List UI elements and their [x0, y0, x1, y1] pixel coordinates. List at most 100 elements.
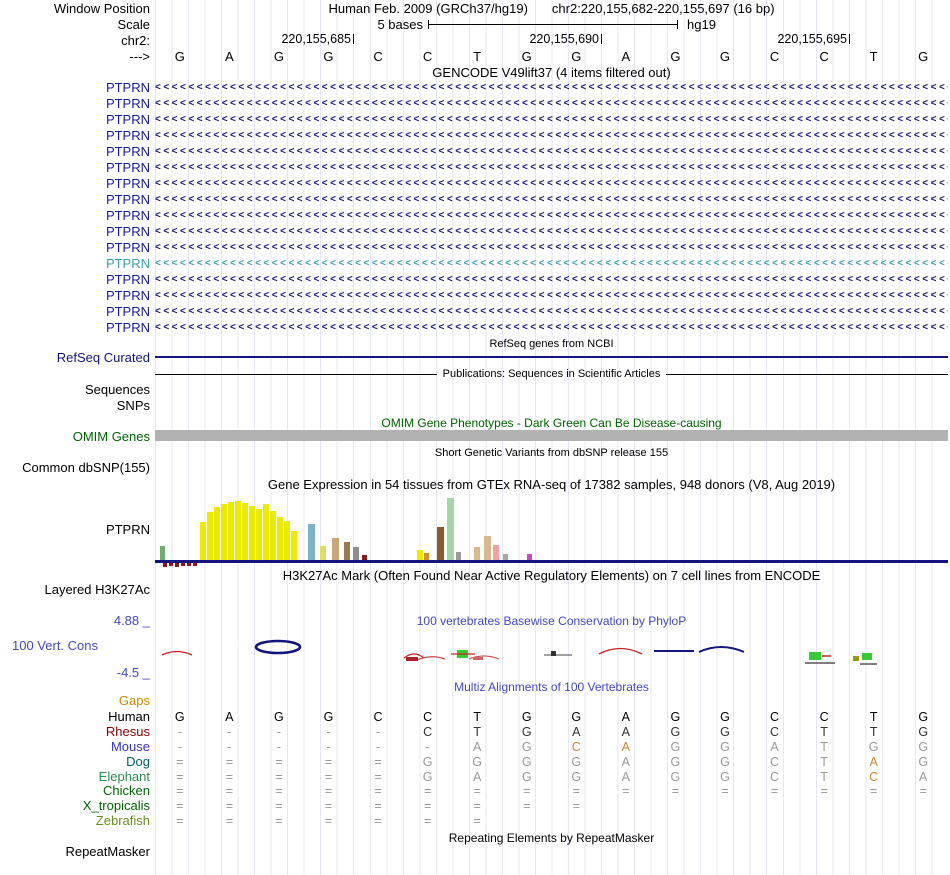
align-cell: = [820, 784, 828, 798]
multiz-row-zebrafish[interactable]: = = = = = = = [155, 814, 948, 829]
align-cell: = [572, 799, 580, 813]
track-label-gtex-gene[interactable]: PTPRN [105, 522, 150, 537]
multiz-species-label[interactable]: Chicken [103, 783, 150, 798]
track-label-gaps[interactable]: Gaps [118, 693, 150, 708]
align-cell: - [177, 740, 182, 754]
phylop-mark [161, 650, 193, 656]
align-cell: = [374, 784, 382, 798]
gencode-gene-row[interactable]: <<<<<<<<<<<<<<<<<<<<<<<<<<<<<<<<<<<<<<<<… [155, 162, 948, 173]
gencode-gene-row[interactable]: <<<<<<<<<<<<<<<<<<<<<<<<<<<<<<<<<<<<<<<<… [155, 146, 948, 157]
align-cell: G [670, 710, 681, 724]
gencode-gene-label[interactable]: PTPRN [105, 224, 150, 239]
align-cell: G [422, 755, 433, 769]
track-label-common-dbsnp[interactable]: Common dbSNP(155) [22, 460, 150, 475]
multiz-row-elephant[interactable]: = = = = = G A G G A G G C T C A [155, 770, 948, 785]
multiz-species-label[interactable]: Human [108, 709, 150, 724]
gencode-gene-row[interactable]: <<<<<<<<<<<<<<<<<<<<<<<<<<<<<<<<<<<<<<<<… [155, 226, 948, 237]
gencode-gene-label[interactable]: PTPRN [105, 176, 150, 191]
align-cell: C [770, 755, 780, 769]
ruler-tick [849, 34, 850, 44]
track-label-snps[interactable]: SNPs [116, 398, 150, 413]
gencode-gene-row[interactable]: <<<<<<<<<<<<<<<<<<<<<<<<<<<<<<<<<<<<<<<<… [155, 210, 948, 221]
align-cell: G [521, 725, 532, 739]
track-label-scale[interactable]: Scale [117, 17, 150, 32]
gencode-gene-row[interactable]: <<<<<<<<<<<<<<<<<<<<<<<<<<<<<<<<<<<<<<<<… [155, 178, 948, 189]
gencode-gene-row[interactable]: <<<<<<<<<<<<<<<<<<<<<<<<<<<<<<<<<<<<<<<<… [155, 306, 948, 317]
track-title-repeatmasker: Repeating Elements by RepeatMasker [448, 831, 655, 845]
gtex-expression-bar [214, 507, 220, 560]
gencode-gene-row[interactable]: <<<<<<<<<<<<<<<<<<<<<<<<<<<<<<<<<<<<<<<<… [155, 82, 948, 93]
gencode-gene-label[interactable]: PTPRN [105, 272, 150, 287]
track-label-window-position[interactable]: Window Position [53, 1, 150, 16]
track-label-strand[interactable]: ---> [129, 49, 150, 64]
gencode-gene-row[interactable]: <<<<<<<<<<<<<<<<<<<<<<<<<<<<<<<<<<<<<<<<… [155, 114, 948, 125]
track-label-repeatmasker[interactable]: RepeatMasker [65, 844, 150, 859]
position-range-label: chr2:220,155,682-220,155,697 (16 bp) [551, 1, 775, 16]
gencode-gene-label[interactable]: PTPRN [105, 128, 150, 143]
multiz-row-dog[interactable]: = = = = = G G G G A G G C T A G [155, 755, 948, 770]
gencode-gene-label[interactable]: PTPRN [105, 240, 150, 255]
track-label-cons-max[interactable]: 4.88 _ [113, 613, 150, 628]
refseq-curated-track[interactable] [155, 356, 948, 358]
multiz-species-label[interactable]: Elephant [98, 769, 150, 784]
gtex-expression-bar [437, 527, 444, 560]
gtex-expression-chart[interactable] [155, 494, 948, 560]
gencode-gene-label[interactable]: PTPRN [105, 192, 150, 207]
gtex-expression-bar [493, 545, 499, 560]
browser-image-area[interactable]: Human Feb. 2009 (GRCh37/hg19) chr2:220,1… [155, 0, 949, 875]
multiz-row-chicken[interactable]: = = = = = = = = = = = = = = = = [155, 784, 948, 799]
track-title-multiz: Multiz Alignments of 100 Vertebrates [454, 680, 649, 694]
align-cell: = [324, 755, 333, 769]
track-label-refseq-curated[interactable]: RefSeq Curated [56, 350, 150, 365]
gencode-gene-row[interactable]: <<<<<<<<<<<<<<<<<<<<<<<<<<<<<<<<<<<<<<<<… [155, 98, 948, 109]
align-cell: G [720, 740, 730, 754]
gencode-gene-row[interactable]: <<<<<<<<<<<<<<<<<<<<<<<<<<<<<<<<<<<<<<<<… [155, 258, 948, 269]
gencode-gene-row[interactable]: <<<<<<<<<<<<<<<<<<<<<<<<<<<<<<<<<<<<<<<<… [155, 274, 948, 285]
gencode-gene-label[interactable]: PTPRN [105, 208, 150, 223]
align-cell: G [274, 710, 284, 724]
track-label-sequences[interactable]: Sequences [84, 382, 150, 397]
omim-genes-track-bar[interactable] [155, 430, 948, 441]
multiz-species-label[interactable]: X_tropicalis [82, 798, 150, 813]
track-label-omim-genes[interactable]: OMIM Genes [72, 429, 150, 444]
multiz-species-label[interactable]: Dog [126, 754, 150, 769]
track-label-layered-h3k27ac[interactable]: Layered H3K27Ac [44, 582, 150, 597]
track-label-cons-min[interactable]: -4.5 _ [116, 665, 150, 680]
gencode-gene-row[interactable]: <<<<<<<<<<<<<<<<<<<<<<<<<<<<<<<<<<<<<<<<… [155, 322, 948, 333]
gencode-gene-label[interactable]: PTPRN [105, 320, 150, 335]
gencode-gene-label[interactable]: PTPRN [105, 160, 150, 175]
gencode-gene-row[interactable]: <<<<<<<<<<<<<<<<<<<<<<<<<<<<<<<<<<<<<<<<… [155, 242, 948, 253]
conservation-plot[interactable] [155, 626, 948, 672]
gtex-expression-bar [256, 509, 262, 560]
align-cell: G [918, 740, 929, 754]
align-cell: = [225, 755, 233, 769]
gencode-gene-label[interactable]: PTPRN [105, 144, 150, 159]
gencode-gene-label[interactable]: PTPRN [105, 288, 150, 303]
multiz-species-label[interactable]: Mouse [110, 739, 150, 754]
gencode-gene-row[interactable]: <<<<<<<<<<<<<<<<<<<<<<<<<<<<<<<<<<<<<<<<… [155, 290, 948, 301]
track-label-cons-track[interactable]: 100 Vert. Cons [12, 638, 98, 653]
gtex-negative-bar [181, 563, 185, 566]
gencode-gene-label[interactable]: PTPRN [105, 112, 150, 127]
gencode-gene-label[interactable]: PTPRN [105, 304, 150, 319]
gtex-negative-bar [169, 563, 173, 566]
gencode-gene-row[interactable]: <<<<<<<<<<<<<<<<<<<<<<<<<<<<<<<<<<<<<<<<… [155, 130, 948, 141]
multiz-species-label[interactable]: Rhesus [105, 724, 150, 739]
gencode-gene-label[interactable]: PTPRN [105, 80, 150, 95]
multiz-species-label[interactable]: Zebrafish [95, 813, 150, 828]
gencode-gene-row[interactable]: <<<<<<<<<<<<<<<<<<<<<<<<<<<<<<<<<<<<<<<<… [155, 194, 948, 205]
phylop-mark [551, 651, 556, 656]
gtex-expression-bar [242, 503, 248, 560]
phylop-mark [809, 652, 821, 660]
multiz-row-x_tropicalis[interactable]: = = = = = = = = = [155, 799, 948, 814]
align-cell: G [918, 755, 929, 769]
gencode-gene-label[interactable]: PTPRN [105, 256, 150, 271]
align-cell: = [523, 799, 531, 813]
track-label-chromosome[interactable]: chr2: [121, 33, 150, 48]
gencode-gene-label[interactable]: PTPRN [105, 96, 150, 111]
align-cell: = [374, 755, 382, 769]
